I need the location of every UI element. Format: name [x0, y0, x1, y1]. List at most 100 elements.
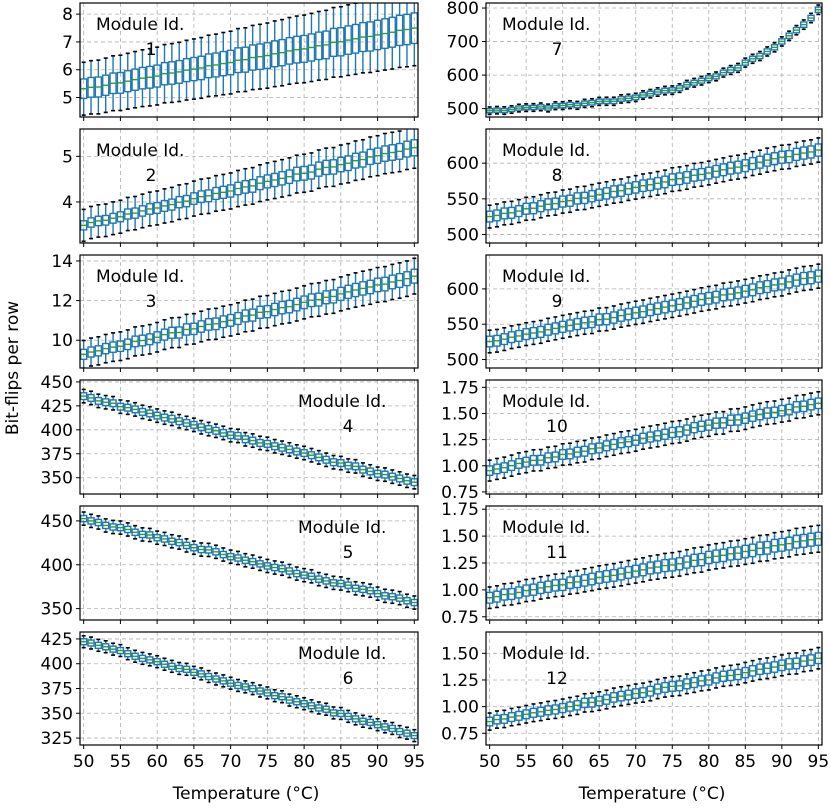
box-68 — [212, 174, 220, 213]
box-81 — [307, 447, 316, 463]
module-label-title: Module Id. — [298, 644, 386, 664]
box-85 — [337, 576, 345, 591]
box-66 — [602, 689, 611, 710]
box-50 — [80, 511, 88, 526]
box-62 — [573, 100, 582, 111]
box-60 — [153, 190, 161, 226]
box-82 — [719, 665, 728, 688]
box-87 — [756, 275, 764, 301]
y-tick-label: 350 — [41, 600, 73, 620]
box-58 — [544, 446, 552, 470]
box-51 — [493, 710, 501, 729]
y-tick-label: 0.75 — [441, 608, 479, 628]
box-69 — [624, 301, 633, 327]
box-54 — [109, 332, 117, 363]
box-91 — [381, 720, 389, 734]
y-tick-label: 600 — [447, 154, 479, 174]
box-67 — [204, 669, 213, 684]
box-79 — [293, 287, 301, 322]
box-88 — [763, 147, 771, 173]
box-72 — [646, 425, 655, 449]
box-91 — [785, 652, 793, 676]
x-tick-label: 85 — [330, 752, 352, 772]
box-94 — [403, 593, 411, 609]
box-62 — [168, 411, 176, 427]
y-tick-label: 450 — [41, 373, 73, 393]
box-92 — [388, 469, 396, 485]
box-65 — [190, 417, 198, 433]
x-tick-label: 70 — [625, 752, 647, 772]
y-tick-label: 450 — [41, 512, 73, 532]
box-86 — [748, 150, 757, 177]
box-80 — [705, 73, 713, 84]
box-89 — [770, 41, 779, 53]
box-74 — [661, 294, 669, 320]
y-tick-label: 0.75 — [441, 724, 479, 744]
box-63 — [580, 439, 589, 463]
box-92 — [388, 263, 396, 301]
box-88 — [359, 3, 367, 74]
box-69 — [624, 559, 633, 586]
box-62 — [573, 695, 582, 716]
panel-module-7: 500 600 700 800 Module Id. 7 — [447, 0, 823, 121]
box-83 — [322, 452, 330, 468]
box-64 — [588, 566, 596, 592]
module-label-title: Module Id. — [298, 518, 386, 538]
box-78 — [285, 16, 294, 86]
box-78 — [690, 547, 698, 574]
box-71 — [234, 301, 242, 336]
box-73 — [248, 433, 257, 449]
box-87 — [351, 272, 360, 308]
plot-frame — [79, 128, 419, 244]
box-93 — [395, 724, 404, 739]
box-88 — [359, 270, 367, 307]
box-76 — [271, 688, 279, 703]
box-69 — [624, 93, 633, 104]
box-67 — [204, 421, 213, 437]
box-95 — [814, 646, 822, 670]
box-84 — [329, 146, 338, 188]
box-51 — [87, 513, 95, 529]
box-82 — [719, 282, 728, 308]
box-70 — [226, 303, 235, 337]
box-65 — [190, 540, 198, 556]
box-58 — [544, 317, 552, 342]
box-57 — [537, 702, 545, 722]
box-65 — [595, 436, 603, 460]
box-74 — [256, 435, 264, 451]
box-54 — [109, 642, 117, 656]
y-tick-label: 14 — [51, 252, 73, 272]
box-52 — [94, 59, 103, 115]
module-label-id: 3 — [146, 292, 157, 312]
box-90 — [778, 654, 786, 677]
box-79 — [697, 286, 706, 313]
box-82 — [719, 157, 728, 183]
y-tick-label: 550 — [447, 190, 479, 210]
box-66 — [197, 310, 205, 343]
box-58 — [544, 574, 552, 599]
box-58 — [138, 527, 147, 542]
box-94 — [403, 726, 411, 740]
box-59 — [551, 445, 560, 469]
box-55 — [116, 643, 125, 658]
box-61 — [160, 188, 169, 224]
box-84 — [329, 278, 338, 315]
box-75 — [263, 294, 272, 329]
box-66 — [602, 563, 611, 589]
box-64 — [182, 538, 191, 553]
box-55 — [116, 331, 125, 362]
x-tick-label: 95 — [404, 752, 426, 772]
box-51 — [87, 205, 95, 240]
box-85 — [337, 5, 345, 78]
box-65 — [190, 180, 198, 217]
y-tick-label: 1.50 — [441, 644, 479, 664]
y-tick-label: 600 — [447, 280, 479, 300]
box-92 — [792, 24, 801, 36]
box-50 — [486, 329, 494, 354]
box-70 — [632, 174, 640, 200]
box-72 — [241, 431, 250, 447]
y-tick-label: 8 — [62, 5, 73, 25]
box-80 — [300, 14, 308, 84]
box-78 — [690, 415, 698, 440]
box-87 — [756, 534, 764, 563]
